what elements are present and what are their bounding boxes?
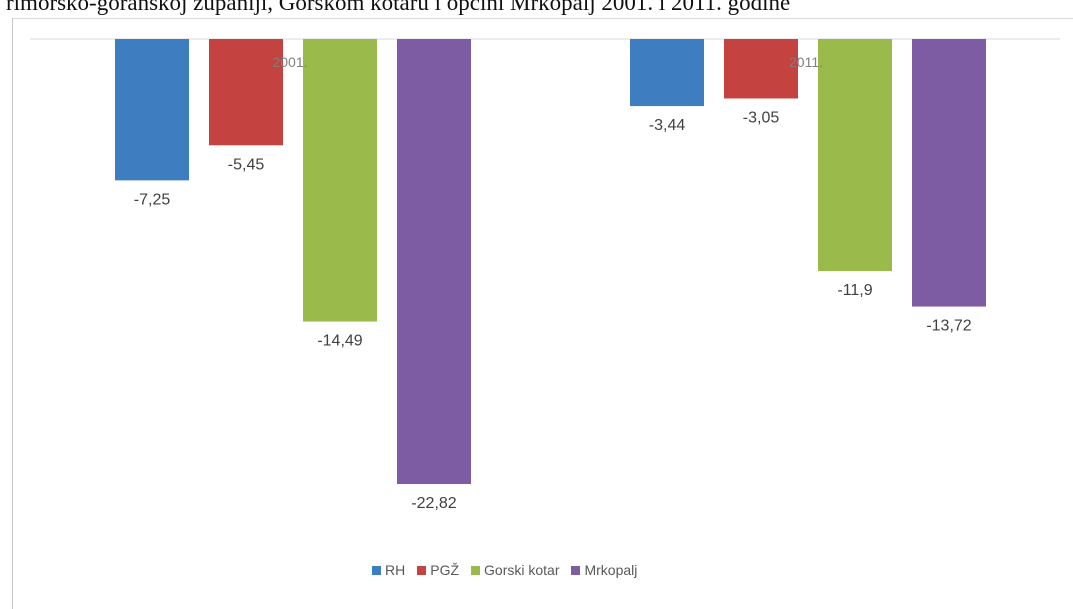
legend-item-rh: RH [372, 562, 405, 578]
category-label-0: 2001. [272, 54, 307, 70]
data-label-rh-1: -3,44 [649, 117, 686, 134]
chart-frame [12, 18, 1073, 609]
bar-rh-1 [630, 39, 704, 107]
data-label-mrkopalj-1: -13,72 [926, 318, 971, 335]
data-label-gorski-kotar-1: -11,9 [837, 282, 872, 299]
data-label-mrkopalj-0: -22,82 [411, 495, 456, 512]
legend-label: RH [385, 562, 406, 578]
data-label-rh-0: -7,25 [134, 191, 171, 208]
chart-caption: rimorsko-goranskoj županiji, Gorskom kot… [6, 0, 791, 15]
legend-label: Gorski kotar [484, 562, 560, 578]
legend-item-mrkopalj: Mrkopalj [571, 562, 637, 578]
data-label-pg--0: -5,45 [228, 156, 265, 173]
bar-gorski-kotar-1 [818, 39, 892, 272]
data-label-pg--1: -3,05 [743, 109, 780, 126]
legend-item-pg-: PGŽ [417, 562, 459, 578]
legend-swatch [372, 565, 381, 575]
bar-gorski-kotar-0 [303, 39, 377, 322]
legend-label: PGŽ [430, 562, 460, 578]
bar-pg--1 [724, 39, 798, 99]
bar-mrkopalj-1 [912, 39, 986, 307]
bar-mrkopalj-0 [397, 39, 471, 484]
data-label-gorski-kotar-0: -14,49 [317, 333, 362, 350]
legend-swatch [417, 565, 427, 575]
legend-item-gorski-kotar: Gorski kotar [471, 562, 559, 578]
legend: RH PGŽ Gorski kotar Mrkopalj [372, 562, 637, 578]
category-label-1: 2011. [789, 54, 823, 70]
legend-swatch [471, 565, 481, 575]
chart: 2001. 2011. -7,25 -3,44 -5,45 -3,05 -14,49 -11,… [30, 38, 1060, 512]
bar-pg--0 [209, 39, 283, 146]
legend-label: Mrkopalj [584, 562, 638, 578]
bar-rh-0 [115, 39, 189, 181]
legend-swatch [571, 565, 581, 575]
